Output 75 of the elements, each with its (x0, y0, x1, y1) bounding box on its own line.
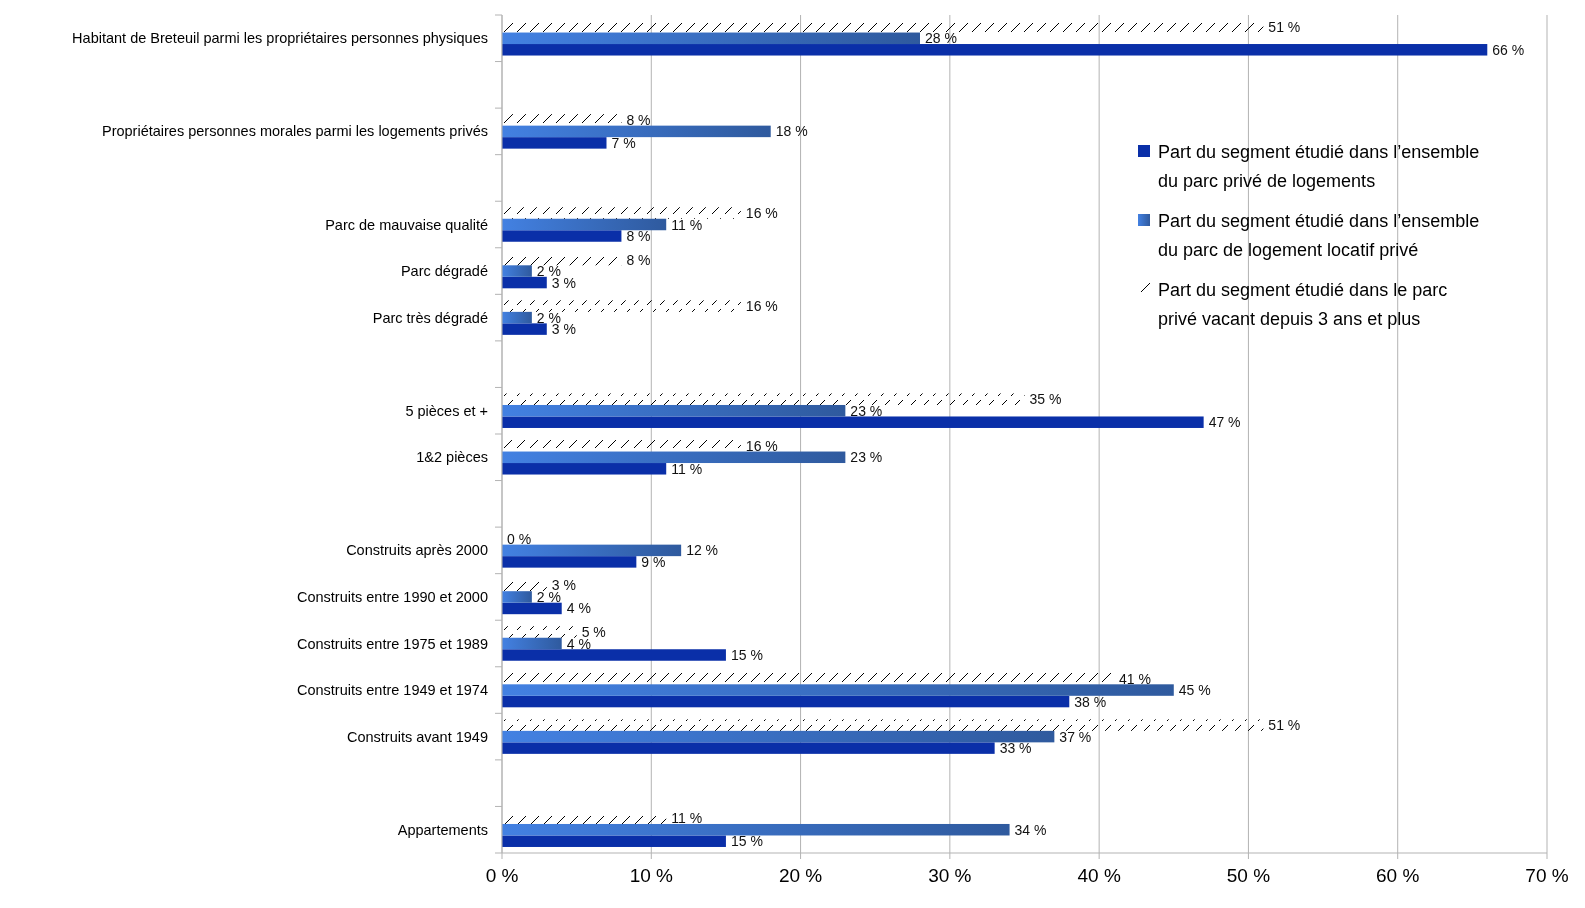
data-label: 16 % (745, 437, 778, 454)
data-label: 8 % (626, 251, 651, 268)
data-label: 38 % (1074, 693, 1107, 710)
x-tick-label: 20 % (778, 865, 823, 886)
x-tick-label: 10 % (629, 865, 674, 886)
data-label: 9 % (641, 553, 666, 570)
data-label: 12 % (686, 542, 719, 559)
bar (502, 556, 637, 568)
bar (502, 44, 1488, 56)
data-label: 51 % (1268, 717, 1301, 734)
data-label: 41 % (1119, 670, 1151, 687)
y-tick-label: Parc dégradé (400, 263, 488, 280)
data-label: 11 % (671, 216, 703, 233)
data-label: 8 % (626, 111, 651, 128)
data-label: 7 % (611, 134, 636, 151)
bar (502, 137, 607, 149)
data-label: 11 % (671, 460, 703, 477)
data-label: 15 % (730, 647, 763, 663)
y-tick-label: Habitant de Breteuil parmi les propriétaires personnes physiques (72, 30, 488, 47)
bar (502, 276, 547, 289)
bar (502, 451, 846, 464)
data-label: 23 % (850, 449, 883, 466)
data-label: 45 % (1178, 682, 1211, 699)
data-label: 15 % (730, 833, 763, 850)
data-label: 33 % (999, 740, 1032, 757)
data-label: 18 % (775, 123, 808, 140)
x-tick-label: 70 % (1525, 865, 1569, 886)
data-label: 23 % (850, 402, 883, 419)
y-tick-label: Parc de mauvaise qualité (325, 216, 488, 233)
x-tick-label: 50 % (1226, 865, 1271, 886)
data-label: 16 % (745, 205, 778, 221)
data-label: 4 % (566, 600, 591, 617)
legend-label: Part du segment étudié dans le parc privé vacant depuis 3 ans et plus (1158, 280, 1448, 329)
data-label: 35 % (1029, 391, 1062, 408)
bar (502, 311, 532, 324)
x-tick-label: 0 % (485, 865, 519, 886)
bar (502, 602, 562, 615)
bar (502, 823, 1010, 836)
data-label: 8 % (626, 228, 651, 244)
data-label: 66 % (1492, 41, 1525, 58)
data-label: 47 % (1208, 414, 1241, 431)
bar (502, 742, 995, 754)
data-label: 5 % (581, 624, 606, 640)
x-tick-label: 30 % (928, 865, 972, 886)
bar (502, 649, 726, 661)
bar (502, 416, 1204, 428)
data-label: 34 % (1014, 821, 1047, 838)
data-label: 16 % (745, 298, 778, 315)
x-tick-label: 60 % (1376, 865, 1420, 886)
y-tick-label: Propriétaires personnes morales parmi les logements privés (101, 123, 488, 140)
legend-label: Part du segment étudié dans l’ensemble du parc privé de logements (1158, 142, 1480, 191)
x-tick-label: 40 % (1077, 865, 1121, 886)
bar (502, 835, 726, 847)
bar (502, 695, 1070, 708)
bar (502, 230, 622, 242)
y-tick-label: 5 pièces et + (405, 402, 488, 419)
bar (502, 125, 771, 138)
y-tick-label: Construits entre 1949 et 1974 (296, 682, 488, 699)
data-label: 11 % (671, 810, 703, 827)
bar (502, 265, 532, 277)
y-tick-label: Construits entre 1975 et 1989 (296, 635, 488, 652)
y-tick-label: Parc très dégradé (372, 309, 488, 326)
bar (502, 463, 667, 475)
legend-label: Part du segment étudié dans l’ensemble du parc de logement locatif privé (1158, 211, 1480, 260)
y-tick-label: Construits avant 1949 (346, 728, 488, 745)
y-tick-label: 1&2 pièces (416, 449, 488, 466)
data-label: 37 % (1059, 728, 1092, 745)
y-tick-label: Construits entre 1990 et 2000 (296, 588, 488, 605)
data-label: 0 % (507, 530, 532, 547)
data-label: 28 % (925, 30, 957, 47)
bar (502, 323, 547, 335)
y-tick-label: Appartements (397, 821, 488, 838)
data-label: 51 % (1268, 18, 1301, 35)
bar (502, 544, 682, 557)
y-tick-label: Construits après 2000 (346, 542, 488, 559)
